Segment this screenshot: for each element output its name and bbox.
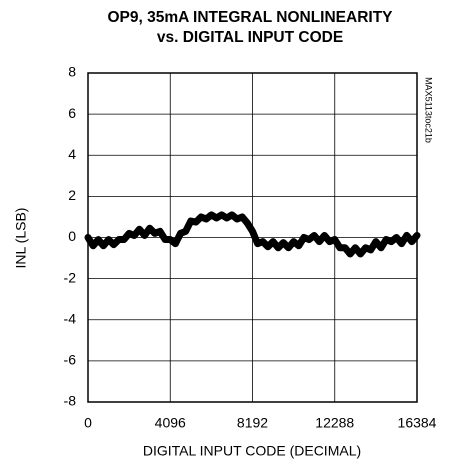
- y-tick-label: -8: [64, 393, 77, 409]
- x-tick-label: 16384: [398, 415, 437, 431]
- y-tick-label: 6: [68, 105, 76, 121]
- y-tick-label: -2: [64, 269, 77, 285]
- x-axis-label: DIGITAL INPUT CODE (DECIMAL): [143, 443, 361, 459]
- y-tick-label: 4: [68, 146, 76, 162]
- x-tick-label: 4096: [155, 415, 186, 431]
- chart-subtitle: vs. DIGITAL INPUT CODE: [157, 29, 343, 46]
- data-line: [84, 211, 421, 258]
- chart-title: OP9, 35mA INTEGRAL NONLINEARITY: [107, 9, 393, 26]
- x-tick-label: 0: [84, 415, 92, 431]
- y-tick-label: -6: [64, 352, 77, 368]
- annotation: MAX5113toc21b: [424, 77, 434, 143]
- x-tick-label: 8192: [237, 415, 268, 431]
- y-tick-label: -4: [64, 310, 77, 326]
- x-tick-label: 12288: [315, 415, 354, 431]
- y-tick-label: 0: [68, 228, 76, 244]
- y-tick-label: 8: [68, 64, 76, 80]
- y-axis-label: INL (LSB): [13, 208, 29, 269]
- y-tick-label: 2: [68, 187, 76, 203]
